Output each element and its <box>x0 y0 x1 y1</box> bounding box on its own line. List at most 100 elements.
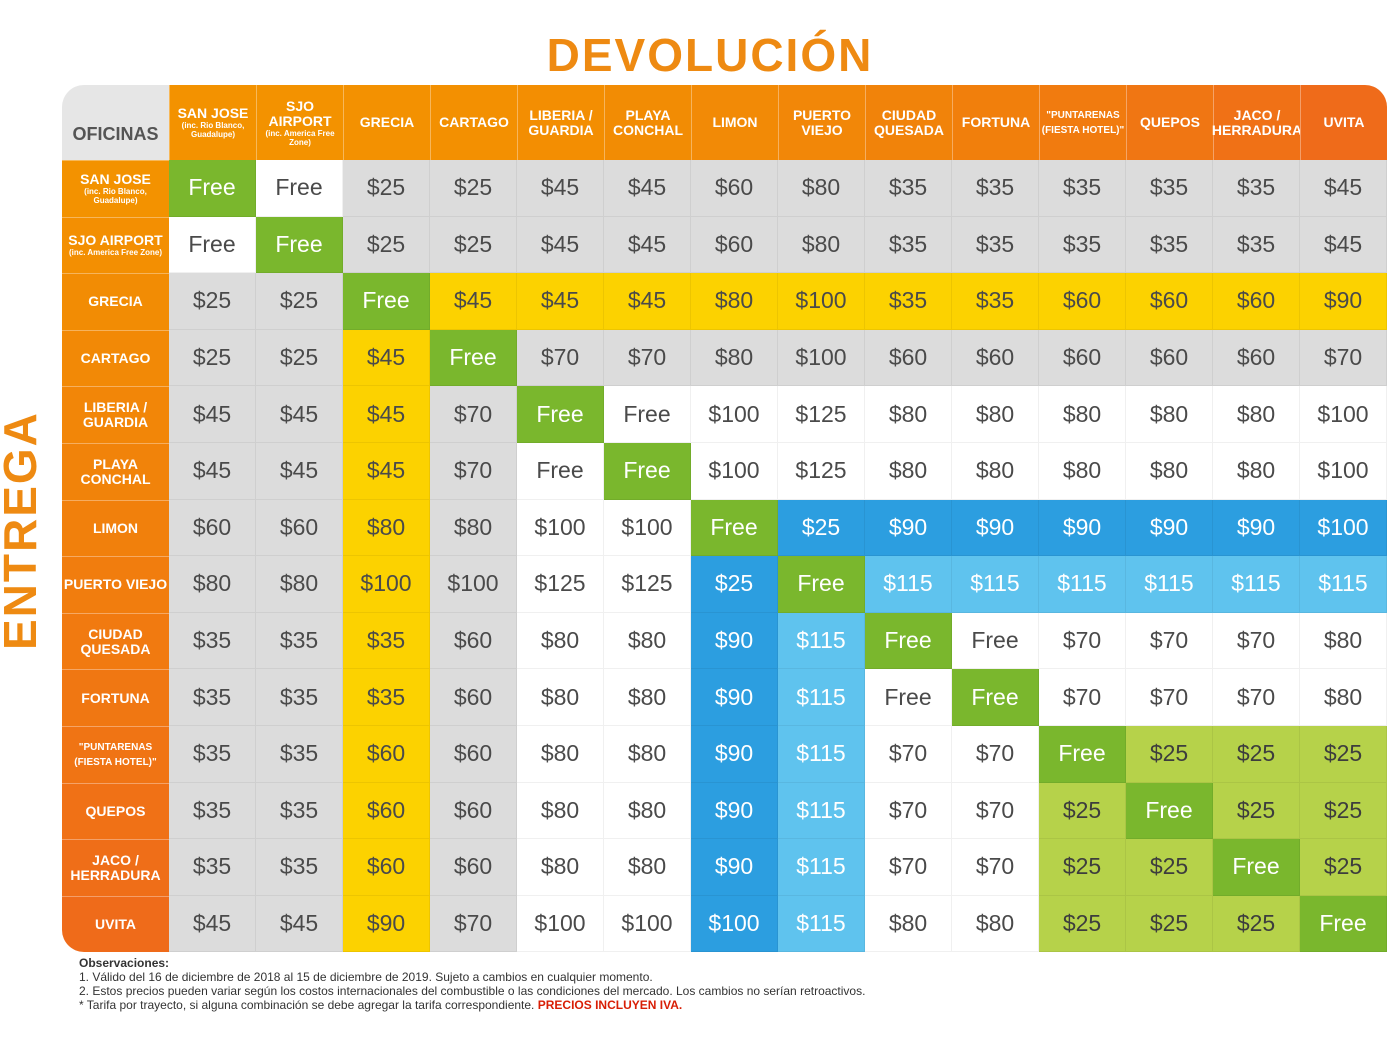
title-entrega: ENTREGA <box>0 411 46 650</box>
col-header-uvita: UVITA <box>1300 85 1387 160</box>
col-header-liberia-guardia: LIBERIA / GUARDIA <box>517 85 604 160</box>
col-header-quepos: QUEPOS <box>1126 85 1213 160</box>
rate-cell: $80 <box>952 386 1039 443</box>
rate-cell: $25 <box>1126 726 1213 783</box>
rate-cell: $115 <box>1300 556 1387 613</box>
rate-cell: $25 <box>1213 782 1300 840</box>
rate-cell: $100 <box>343 556 430 613</box>
note-iva: PRECIOS INCLUYEN IVA. <box>537 998 683 1012</box>
row-header-label: JACO / HERRADURA <box>70 851 161 883</box>
rate-cell: $25 <box>778 499 865 557</box>
rates-table: OFICINAS SAN JOSE (inc. Rio Blanco, Guada… <box>62 85 1387 953</box>
rate-cell: $115 <box>778 782 865 840</box>
rate-cell: $70 <box>1300 329 1387 387</box>
rate-cell: $90 <box>343 895 430 953</box>
rate-cell: $60 <box>1213 273 1300 330</box>
rate-cell: $45 <box>343 443 430 500</box>
rate-cell: $60 <box>1126 273 1213 330</box>
row-header-label: LIBERIA / GUARDIA <box>82 399 149 431</box>
rate-cell: $25 <box>430 216 517 274</box>
rate-cell: Free <box>952 612 1039 670</box>
rate-cell: $80 <box>691 273 778 330</box>
col-header-label: LIMON <box>712 114 758 130</box>
rate-cell: $45 <box>256 386 343 443</box>
row-header-limon: LIMON <box>62 499 169 557</box>
col-header-grecia: GRECIA <box>343 85 430 160</box>
row-header-label: SJO AIRPORT <box>68 232 163 249</box>
rate-cell: $80 <box>517 612 604 670</box>
rate-cell: $100 <box>604 499 691 557</box>
row-header-puntarenas-fiesta-hotel: "PUNTARENAS (FIESTA HOTEL)" <box>62 726 169 783</box>
rate-cell: $70 <box>865 839 952 896</box>
rate-cell: $90 <box>691 669 778 726</box>
rate-cell: $60 <box>1126 329 1213 387</box>
rate-cell: Free <box>1300 895 1387 953</box>
rate-cell: Free <box>604 443 691 500</box>
rate-cell: $90 <box>1126 499 1213 557</box>
rate-cell: $25 <box>169 329 256 387</box>
rate-cell: $80 <box>517 782 604 840</box>
rate-cell: $70 <box>430 895 517 953</box>
rate-cell: $25 <box>256 273 343 330</box>
rate-cell: $100 <box>691 895 778 953</box>
rate-cell: $45 <box>169 895 256 953</box>
rate-cell: $35 <box>256 669 343 726</box>
note-line-2: 2. Estos precios pueden variar según los… <box>79 984 866 998</box>
rate-cell: $35 <box>1126 160 1213 217</box>
rate-cell: $45 <box>604 160 691 217</box>
row-header-quepos: QUEPOS <box>62 782 169 840</box>
rate-cell: $70 <box>1213 612 1300 670</box>
rate-cell: $115 <box>1213 556 1300 613</box>
rate-cell: Free <box>343 273 430 330</box>
rate-cell: $80 <box>1300 612 1387 670</box>
rate-cell: $70 <box>430 443 517 500</box>
row-header-playa-conchal: PLAYA CONCHAL <box>62 443 169 500</box>
rate-cell: $35 <box>1039 216 1126 274</box>
rate-cell: $80 <box>604 782 691 840</box>
rate-cell: $115 <box>1126 556 1213 613</box>
rate-cell: $25 <box>1213 726 1300 783</box>
col-header-sjo-airport: SJO AIRPORT (inc. America Free Zone) <box>256 85 343 160</box>
rate-cell: $35 <box>865 216 952 274</box>
rate-cell: $35 <box>169 782 256 840</box>
rate-cell: $25 <box>430 160 517 217</box>
rate-cell: $90 <box>1039 499 1126 557</box>
row-header-label: PUERTO VIEJO <box>63 576 168 593</box>
notes: Observaciones: 1. Válido del 16 de dicie… <box>79 956 865 1012</box>
col-header-puerto-viejo: PUERTO VIEJO <box>778 85 865 160</box>
rate-cell: $60 <box>691 160 778 217</box>
row-header-grecia: GRECIA <box>62 273 169 330</box>
rate-cell: $90 <box>691 839 778 896</box>
rate-cell: $70 <box>865 726 952 783</box>
rate-cell: $100 <box>517 499 604 557</box>
col-header-label: FORTUNA <box>961 114 1031 130</box>
rate-cell: $45 <box>604 216 691 274</box>
rate-cell: $60 <box>430 669 517 726</box>
rate-cell: Free <box>865 612 952 670</box>
rate-cell: $60 <box>430 839 517 896</box>
rate-cell: $80 <box>1126 386 1213 443</box>
rate-cell: $45 <box>517 160 604 217</box>
rate-cell: $35 <box>1213 216 1300 274</box>
rate-cell: $70 <box>1039 669 1126 726</box>
rate-cell: $100 <box>1300 499 1387 557</box>
rate-cell: $25 <box>343 216 430 274</box>
col-header-playa-conchal: PLAYA CONCHAL <box>604 85 691 160</box>
rate-cell: $60 <box>865 329 952 387</box>
rate-cell: $80 <box>952 443 1039 500</box>
rate-cell: Free <box>865 669 952 726</box>
rate-cell: $70 <box>952 782 1039 840</box>
rate-cell: $35 <box>1213 160 1300 217</box>
rate-cell: Free <box>604 386 691 443</box>
rate-cell: $100 <box>1300 386 1387 443</box>
rate-cell: $35 <box>952 216 1039 274</box>
rate-cell: $35 <box>256 726 343 783</box>
rate-cell: $35 <box>169 726 256 783</box>
rate-cell: $115 <box>778 669 865 726</box>
rate-cell: $80 <box>865 895 952 953</box>
rate-cell: Free <box>517 443 604 500</box>
col-header-ciudad-quesada: CIUDAD QUESADA <box>865 85 952 160</box>
rate-cell: $70 <box>430 386 517 443</box>
col-header-label: PLAYA CONCHAL <box>613 106 683 138</box>
rate-cell: $35 <box>169 669 256 726</box>
